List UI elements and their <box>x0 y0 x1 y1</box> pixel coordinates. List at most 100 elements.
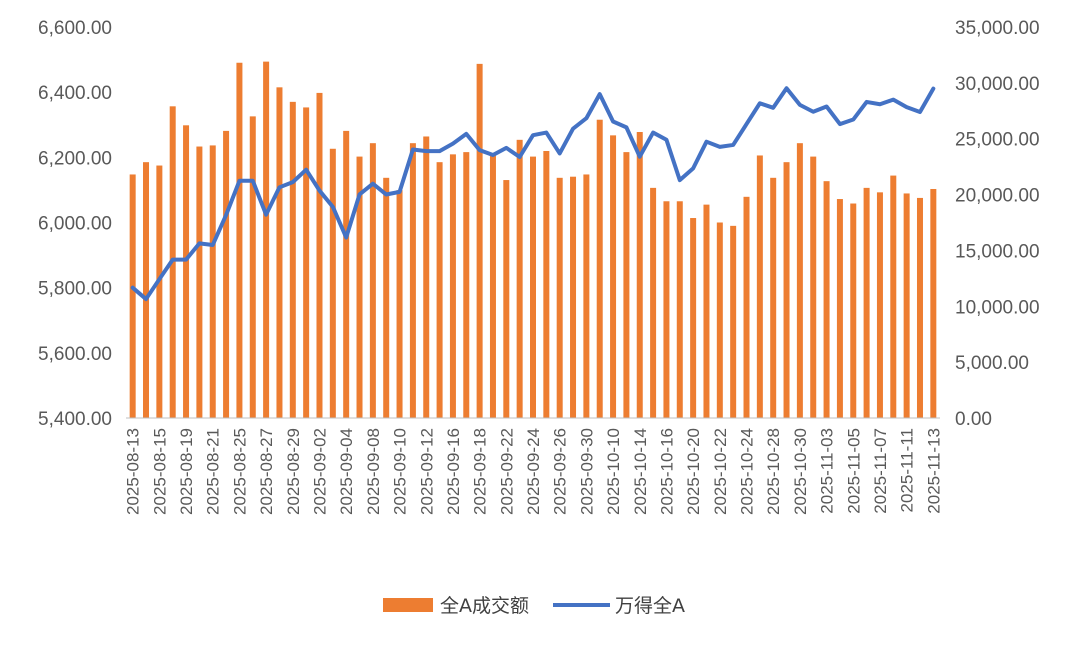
bar <box>676 201 683 418</box>
x-tick-label: 2025-09-02 <box>310 428 329 515</box>
bar <box>476 63 483 419</box>
bar <box>503 180 510 418</box>
bar <box>890 175 897 418</box>
line-series <box>130 86 936 302</box>
bar <box>703 204 710 418</box>
x-tick-label: 2025-08-25 <box>230 428 249 515</box>
bar <box>770 177 777 418</box>
bar <box>596 119 603 418</box>
y-left-tick-label: 5,800.00 <box>38 279 112 300</box>
y-right-tick-label: 0.00 <box>955 409 992 430</box>
bar <box>543 151 550 418</box>
bar <box>223 130 230 418</box>
bar <box>650 187 657 418</box>
x-tick-label: 2025-08-13 <box>124 428 143 515</box>
bar <box>743 196 750 418</box>
bar <box>423 136 430 419</box>
bar <box>636 132 643 418</box>
bar <box>663 201 670 418</box>
bar <box>930 188 937 418</box>
bar <box>329 148 336 418</box>
bar <box>916 197 923 418</box>
bar <box>823 181 830 418</box>
bar <box>796 143 803 418</box>
bar <box>289 101 296 418</box>
y-left-tick-label: 5,600.00 <box>38 344 112 365</box>
y-right-tick-label: 5,000.00 <box>955 353 1029 374</box>
bar <box>690 218 697 418</box>
x-tick-label: 2025-08-29 <box>284 428 303 515</box>
bar <box>356 156 363 418</box>
x-tick-label: 2025-08-27 <box>257 428 276 515</box>
x-tick-label: 2025-10-10 <box>604 428 623 515</box>
legend-bar-swatch <box>383 598 433 612</box>
bar <box>530 156 536 418</box>
bar <box>623 152 630 418</box>
y-left-tick-label: 6,600.00 <box>38 18 112 39</box>
legend-bar-label: 全A成交额 <box>440 595 529 617</box>
x-tick-label: 2025-09-30 <box>577 428 596 515</box>
bar <box>369 143 376 418</box>
x-tick-label: 2025-11-13 <box>924 428 943 514</box>
bar <box>850 203 857 418</box>
y-left-tick-label: 6,000.00 <box>38 214 112 235</box>
bar <box>903 193 910 418</box>
x-tick-label: 2025-10-28 <box>764 428 783 515</box>
x-tick-label: 2025-10-30 <box>791 428 810 515</box>
bar <box>730 225 737 418</box>
x-tick-label: 2025-08-15 <box>150 428 169 515</box>
x-tick-label: 2025-08-21 <box>204 428 223 515</box>
x-tick-label: 2025-09-10 <box>391 428 410 515</box>
x-tick-label: 2025-09-12 <box>417 428 436 515</box>
bar <box>156 165 163 418</box>
x-tick-label: 2025-09-26 <box>551 428 570 515</box>
legend: 全A成交额 万得全A <box>383 595 685 617</box>
y-right-tick-label: 20,000.00 <box>955 186 1040 207</box>
x-tick-label: 2025-08-19 <box>177 428 196 515</box>
bar <box>583 174 590 418</box>
x-tick-label: 2025-09-24 <box>524 428 543 515</box>
bar <box>209 145 216 419</box>
y-right-tick-label: 35,000.00 <box>955 18 1040 39</box>
x-tick-label: 2025-10-14 <box>631 428 650 515</box>
bar <box>276 87 283 418</box>
x-tick-label: 2025-10-24 <box>738 428 757 515</box>
bar <box>449 154 456 418</box>
x-tick-label: 2025-10-16 <box>657 428 676 515</box>
y-right-tick-label: 15,000.00 <box>955 241 1040 262</box>
bar <box>183 125 190 418</box>
bar <box>409 143 416 418</box>
bar <box>316 92 323 418</box>
bar <box>570 176 577 418</box>
bar <box>463 152 470 418</box>
x-tick-label: 2025-09-18 <box>471 428 490 515</box>
bar <box>263 61 270 418</box>
bar <box>756 155 763 418</box>
bar <box>556 177 563 418</box>
x-tick-label: 2025-09-08 <box>364 428 383 515</box>
x-tick-label: 2025-11-03 <box>818 428 837 514</box>
x-tick-label: 2025-10-22 <box>711 428 730 515</box>
bar-series <box>129 61 937 419</box>
bar <box>303 107 310 419</box>
legend-line-label: 万得全A <box>615 595 685 617</box>
bar <box>489 153 496 419</box>
bar <box>196 146 203 418</box>
x-tick-labels: 2025-08-13 2025-08-15 2025-08-19 2025-08-21… <box>124 428 944 515</box>
y-left-tick-label: 5,400.00 <box>38 409 112 430</box>
y-right-tick-label: 10,000.00 <box>955 297 1040 318</box>
bar <box>863 187 870 418</box>
x-tick-label: 2025-11-05 <box>844 428 863 514</box>
bar <box>383 177 390 418</box>
bar <box>610 135 617 419</box>
bar <box>249 116 256 419</box>
y-axis-left: 5,400.00 5,600.00 5,800.00 6,000.00 6,200.00… <box>38 18 112 430</box>
x-tick-label: 2025-11-07 <box>871 428 890 514</box>
y-right-tick-label: 30,000.00 <box>955 74 1040 95</box>
x-tick-label: 2025-09-16 <box>444 428 463 515</box>
x-tick-label: 2025-09-22 <box>497 428 516 515</box>
bar <box>836 199 843 418</box>
x-tick-label: 2025-10-20 <box>684 428 703 515</box>
bar <box>236 62 243 418</box>
